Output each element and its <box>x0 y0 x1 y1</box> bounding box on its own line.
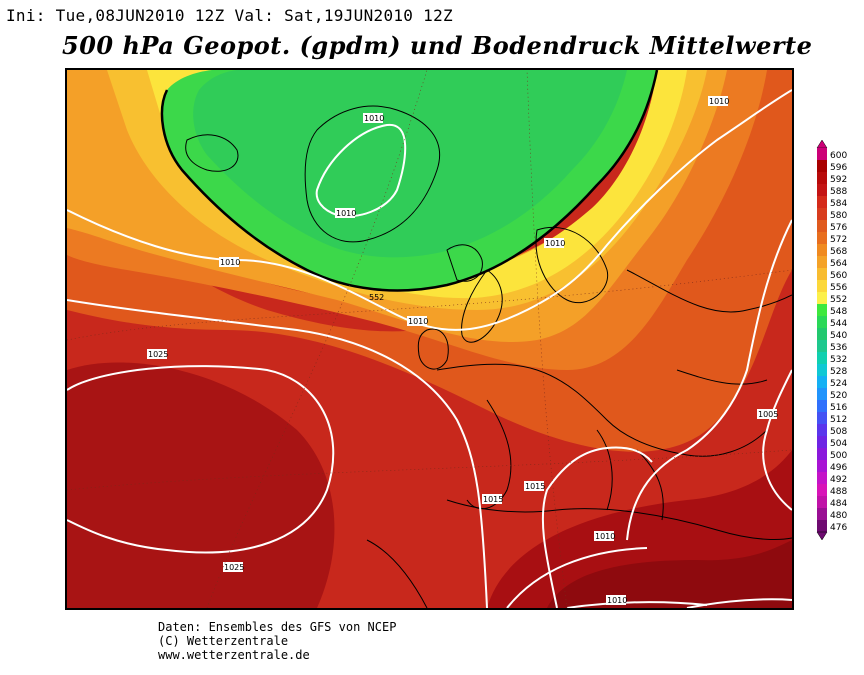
legend-swatch <box>817 208 827 220</box>
map-canvas: 552 <box>67 70 792 608</box>
legend-swatch <box>817 316 827 328</box>
legend-swatch <box>817 412 827 424</box>
legend-swatch <box>817 280 827 292</box>
legend-swatch <box>817 160 827 172</box>
weather-map: 552 <box>65 68 794 610</box>
legend-level-label: 524 <box>830 379 847 389</box>
run-info: Ini: Tue,08JUN2010 12Z Val: Sat,19JUN201… <box>6 6 453 25</box>
isobar-label: 1015 <box>525 482 545 491</box>
footer-url: www.wetterzentrale.de <box>158 648 310 662</box>
isobar-label: 1010 <box>408 317 428 326</box>
legend-swatch <box>817 472 827 484</box>
isobar-label: 1005 <box>758 410 778 419</box>
legend-level-label: 592 <box>830 175 847 185</box>
isobar-labels: 1010 1010 1010 1010 1010 1025 1025 1015 … <box>147 96 778 605</box>
legend-swatch <box>817 220 827 232</box>
legend-level-label: 520 <box>830 391 847 401</box>
legend-swatch <box>817 508 827 520</box>
contour-552-label: 552 <box>369 293 384 302</box>
legend-level-label: 596 <box>830 163 847 173</box>
map-title: 500 hPa Geopot. (gpdm) und Bodendruck Mi… <box>62 31 813 60</box>
contour-552 <box>160 70 659 292</box>
legend-swatch <box>817 304 827 316</box>
legend-arrow-bottom <box>816 531 828 540</box>
legend-swatch <box>817 352 827 364</box>
legend-swatch <box>817 268 827 280</box>
legend-level-label: 584 <box>830 199 847 209</box>
legend-level-label: 484 <box>830 499 847 509</box>
legend-swatch <box>817 460 827 472</box>
legend-level-label: 492 <box>830 475 847 485</box>
legend-level-label: 588 <box>830 187 847 197</box>
isobar-label: 1010 <box>220 258 240 267</box>
legend-level-label: 564 <box>830 259 847 269</box>
legend-level-label: 576 <box>830 223 847 233</box>
legend-swatch <box>817 172 827 184</box>
legend-swatch <box>817 232 827 244</box>
isobar-label: 1010 <box>364 114 384 123</box>
legend-swatch <box>817 484 827 496</box>
legend-level-label: 512 <box>830 415 847 425</box>
legend-swatch <box>817 424 827 436</box>
legend-swatch <box>817 448 827 460</box>
legend-swatch <box>817 328 827 340</box>
footer-data-source: Daten: Ensembles des GFS von NCEP <box>158 620 397 634</box>
legend-swatch <box>817 436 827 448</box>
isobar-label: 1010 <box>545 239 565 248</box>
isobar-label: 1010 <box>607 596 627 605</box>
legend-level-label: 528 <box>830 367 847 377</box>
legend-swatch <box>817 520 827 532</box>
legend-level-label: 552 <box>830 295 847 305</box>
legend-level-label: 516 <box>830 403 847 413</box>
legend-level-label: 600 <box>830 151 847 161</box>
color-legend: 600 596 592 588 584 580 576 572 568 564 560 556 552 5… <box>816 140 847 540</box>
graticule <box>67 70 792 608</box>
legend-level-label: 544 <box>830 319 847 329</box>
legend-level-label: 536 <box>830 343 847 353</box>
legend-level-label: 556 <box>830 283 847 293</box>
field-588-west <box>67 362 335 608</box>
legend-level-label: 476 <box>830 523 847 533</box>
legend-level-label: 560 <box>830 271 847 281</box>
legend-arrow-top <box>816 140 828 149</box>
legend-level-label: 568 <box>830 247 847 257</box>
isobar-label: 1010 <box>336 209 356 218</box>
legend-level-label: 508 <box>830 427 847 437</box>
legend-swatch <box>817 400 827 412</box>
legend-swatch <box>817 256 827 268</box>
legend-swatch <box>817 496 827 508</box>
legend-level-label: 500 <box>830 451 847 461</box>
coastlines <box>185 105 792 608</box>
isobar-label: 1015 <box>483 495 503 504</box>
legend-swatch <box>817 244 827 256</box>
isobar-label: 1010 <box>595 532 615 541</box>
isobar-label: 1025 <box>148 350 168 359</box>
legend-level-label: 496 <box>830 463 847 473</box>
legend-swatch <box>817 364 827 376</box>
polar-low-544 <box>193 70 627 258</box>
legend-swatch <box>817 388 827 400</box>
legend-swatch <box>817 340 827 352</box>
legend-level-label: 572 <box>830 235 847 245</box>
footer-copyright: (C) Wetterzentrale <box>158 634 289 648</box>
footer-credits: Daten: Ensembles des GFS von NCEP (C) We… <box>158 620 396 662</box>
isobar-label: 1010 <box>709 97 729 106</box>
legend-level-label: 532 <box>830 355 847 365</box>
legend-swatch <box>817 376 827 388</box>
legend-swatch <box>817 148 827 160</box>
legend-level-label: 548 <box>830 307 847 317</box>
isobars <box>67 89 792 608</box>
legend-swatch <box>817 184 827 196</box>
legend-level-label: 540 <box>830 331 847 341</box>
legend-level-label: 480 <box>830 511 847 521</box>
legend-level-label: 504 <box>830 439 847 449</box>
field-592-south <box>547 540 792 608</box>
legend-swatch <box>817 292 827 304</box>
isobar-label: 1025 <box>224 563 244 572</box>
legend-level-label: 580 <box>830 211 847 221</box>
legend-level-label: 488 <box>830 487 847 497</box>
legend-swatch <box>817 196 827 208</box>
